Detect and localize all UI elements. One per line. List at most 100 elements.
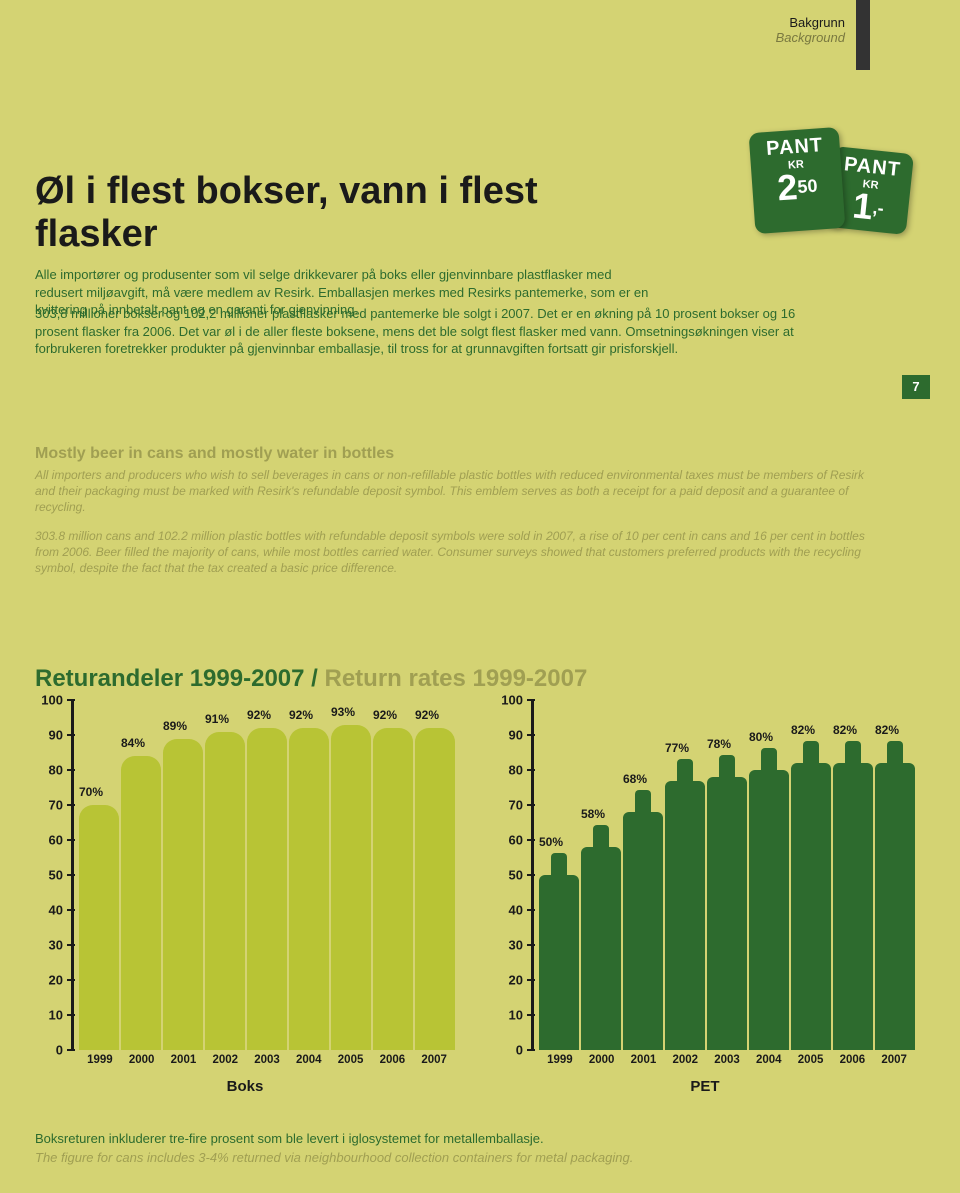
bar: 50% [539, 875, 579, 1050]
bar: 70% [79, 805, 119, 1050]
bar: 78% [707, 777, 747, 1050]
bar-label: 58% [581, 807, 605, 821]
chart-title-en: Return rates 1999-2007 [325, 665, 588, 692]
bar: 82% [875, 763, 915, 1050]
bar-label: 92% [289, 708, 313, 722]
bar-label: 82% [875, 723, 899, 737]
footnote-no: Boksreturen inkluderer tre-fire prosent … [35, 1131, 905, 1146]
y-tick: 20 [35, 973, 63, 988]
y-tick: 100 [35, 693, 63, 708]
x-label: 2003 [246, 1054, 288, 1066]
pant-badge-250: PANT KR 250 [749, 127, 846, 234]
y-tick: 0 [495, 1043, 523, 1058]
x-label: 2006 [371, 1054, 413, 1066]
footnote: Boksreturen inkluderer tre-fire prosent … [35, 1131, 905, 1165]
bar: 82% [833, 763, 873, 1050]
y-tick: 20 [495, 973, 523, 988]
x-label: 2005 [330, 1054, 372, 1066]
y-tick: 90 [35, 728, 63, 743]
y-tick: 50 [35, 868, 63, 883]
x-label: 2007 [873, 1054, 915, 1066]
x-label: 2000 [121, 1054, 163, 1066]
bar-label: 84% [121, 736, 145, 750]
y-tick: 30 [495, 938, 523, 953]
bar-label: 80% [749, 730, 773, 744]
chart-name: Boks [35, 1078, 455, 1095]
bar-label: 77% [665, 741, 689, 755]
bar-label: 82% [791, 723, 815, 737]
y-tick: 10 [495, 1008, 523, 1023]
pant-label: PANT [759, 134, 830, 162]
body-paragraph-no: 303,8 millioner bokser og 102,2 millione… [35, 305, 825, 358]
page-number: 7 [902, 375, 930, 399]
section-header-en: Background [776, 30, 845, 45]
y-tick: 60 [495, 833, 523, 848]
x-label: 2003 [706, 1054, 748, 1066]
bar-label: 82% [833, 723, 857, 737]
bar-label: 89% [163, 719, 187, 733]
x-label: 1999 [539, 1054, 581, 1066]
bar: 92% [247, 728, 287, 1050]
chart-title: Returandeler 1999-2007 / Return rates 19… [35, 665, 587, 693]
bar: 68% [623, 812, 663, 1050]
bar-label: 78% [707, 737, 731, 751]
bar: 92% [415, 728, 455, 1050]
y-tick: 90 [495, 728, 523, 743]
pant-badges: PANT KR 250 PANT KR 1,- [752, 130, 910, 231]
bar-label: 92% [415, 708, 439, 722]
x-label: 2002 [664, 1054, 706, 1066]
y-tick: 40 [495, 903, 523, 918]
bar: 77% [665, 781, 705, 1051]
y-tick: 30 [35, 938, 63, 953]
english-title: Mostly beer in cans and mostly water in … [35, 445, 870, 463]
y-tick: 100 [495, 693, 523, 708]
price-dec: ,- [871, 191, 885, 224]
bar: 89% [163, 739, 203, 1051]
bar-label: 92% [373, 708, 397, 722]
bar: 80% [749, 770, 789, 1050]
footnote-en: The figure for cans includes 3-4% return… [35, 1150, 905, 1165]
y-tick: 70 [35, 798, 63, 813]
x-label: 2005 [790, 1054, 832, 1066]
chart-name: PET [495, 1078, 915, 1095]
price-whole: 2 [776, 171, 798, 204]
bar: 82% [791, 763, 831, 1050]
header-tab [856, 0, 870, 70]
y-tick: 0 [35, 1043, 63, 1058]
chart-pet: 100908070605040302010050%58%68%77%78%80%… [495, 700, 915, 1100]
bar-label: 93% [331, 705, 355, 719]
x-label: 2004 [748, 1054, 790, 1066]
y-tick: 60 [35, 833, 63, 848]
y-tick: 50 [495, 868, 523, 883]
x-label: 2006 [831, 1054, 873, 1066]
x-label: 2001 [163, 1054, 205, 1066]
chart-title-no: Returandeler 1999-2007 [35, 665, 304, 692]
bar-label: 91% [205, 712, 229, 726]
charts-container: 100908070605040302010070%84%89%91%92%92%… [35, 700, 915, 1100]
y-tick: 40 [35, 903, 63, 918]
y-tick: 80 [495, 763, 523, 778]
y-tick: 80 [35, 763, 63, 778]
bar: 58% [581, 847, 621, 1050]
section-header: Bakgrunn Background [776, 15, 845, 45]
section-header-no: Bakgrunn [776, 15, 845, 30]
english-p2: 303.8 million cans and 102.2 million pla… [35, 528, 870, 577]
english-block: Mostly beer in cans and mostly water in … [35, 445, 870, 576]
page-title: Øl i flest bokser, vann i flest flasker [35, 170, 655, 256]
bar: 92% [289, 728, 329, 1050]
chart-boks: 100908070605040302010070%84%89%91%92%92%… [35, 700, 455, 1100]
title-block: Øl i flest bokser, vann i flest flasker … [35, 170, 655, 319]
bar-label: 68% [623, 772, 647, 786]
bar-label: 70% [79, 785, 103, 799]
x-label: 2001 [623, 1054, 665, 1066]
bar: 92% [373, 728, 413, 1050]
x-label: 2000 [581, 1054, 623, 1066]
y-tick: 70 [495, 798, 523, 813]
y-tick: 10 [35, 1008, 63, 1023]
chart-title-sep: / [304, 665, 324, 692]
x-label: 2007 [413, 1054, 455, 1066]
bar: 91% [205, 732, 245, 1051]
bar-label: 50% [539, 835, 563, 849]
x-label: 2002 [204, 1054, 246, 1066]
english-p1: All importers and producers who wish to … [35, 467, 870, 516]
